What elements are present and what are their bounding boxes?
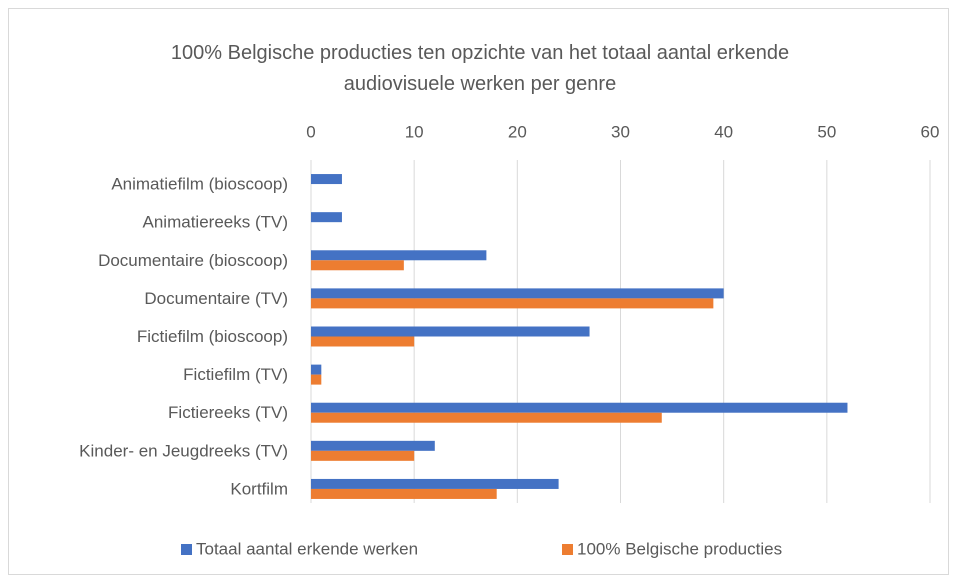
bar bbox=[311, 412, 662, 423]
bar bbox=[311, 374, 322, 385]
x-tick-label: 40 bbox=[714, 122, 733, 141]
bar bbox=[311, 260, 404, 271]
x-tick-label: 30 bbox=[611, 122, 630, 141]
y-tick-label: Kinder- en Jeugdreeks (TV) bbox=[79, 441, 288, 460]
x-tick-label: 0 bbox=[306, 122, 315, 141]
legend-swatch bbox=[181, 544, 192, 555]
chart-title: 100% Belgische producties ten opzichte v… bbox=[170, 42, 790, 95]
bar bbox=[311, 364, 322, 375]
bar bbox=[311, 440, 435, 451]
bar bbox=[311, 450, 415, 461]
bar bbox=[311, 336, 415, 347]
y-tick-label: Kortfilm bbox=[230, 479, 288, 498]
bar bbox=[311, 298, 714, 309]
legend-label: Totaal aantal erkende werken bbox=[196, 539, 418, 558]
y-tick-label: Fictiereeks (TV) bbox=[168, 403, 288, 422]
y-tick-label: Animatiereeks (TV) bbox=[143, 213, 288, 232]
y-tick-label: Animatiefilm (bioscoop) bbox=[111, 175, 288, 194]
bar bbox=[311, 488, 497, 499]
y-tick-label: Fictiefilm (bioscoop) bbox=[137, 327, 288, 346]
bar bbox=[311, 326, 590, 337]
bar bbox=[311, 288, 724, 299]
y-tick-label: Documentaire (TV) bbox=[144, 289, 288, 308]
bar bbox=[311, 212, 342, 223]
bar bbox=[311, 250, 487, 261]
y-tick-label: Fictiefilm (TV) bbox=[183, 365, 288, 384]
bar bbox=[311, 174, 342, 185]
bar bbox=[311, 478, 559, 489]
legend-label: 100% Belgische producties bbox=[577, 539, 782, 558]
x-tick-label: 20 bbox=[508, 122, 527, 141]
x-tick-label: 50 bbox=[817, 122, 836, 141]
y-tick-label: Documentaire (bioscoop) bbox=[98, 251, 288, 270]
x-tick-label: 10 bbox=[405, 122, 424, 141]
legend-swatch bbox=[562, 544, 573, 555]
x-tick-label: 60 bbox=[921, 122, 940, 141]
bar bbox=[311, 402, 848, 413]
